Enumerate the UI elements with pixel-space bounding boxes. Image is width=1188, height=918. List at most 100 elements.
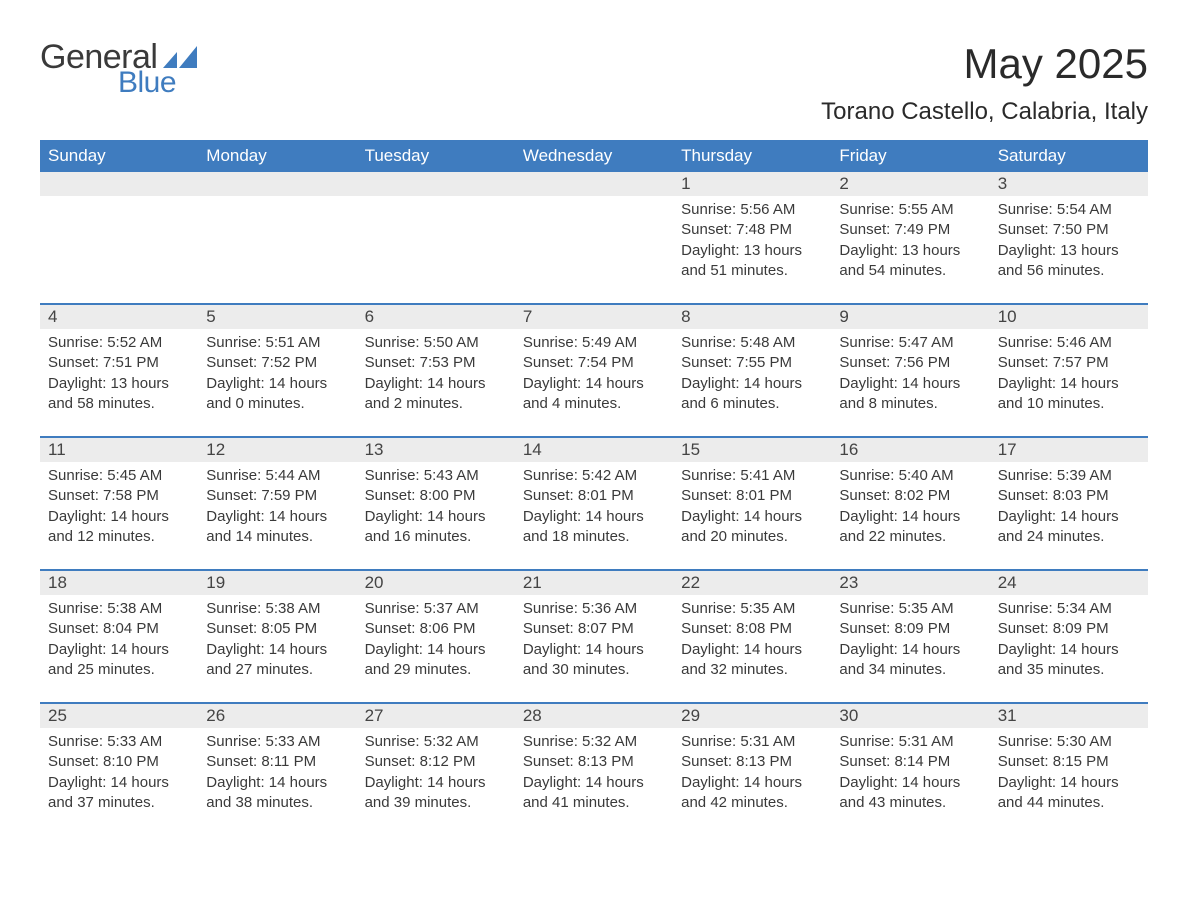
calendar-cell: 27Sunrise: 5:32 AMSunset: 8:12 PMDayligh… <box>357 704 515 836</box>
sunset-text: Sunset: 7:57 PM <box>998 353 1140 373</box>
day-body: Sunrise: 5:46 AMSunset: 7:57 PMDaylight:… <box>990 329 1148 422</box>
sunset-text: Sunset: 8:10 PM <box>48 752 190 772</box>
logo: General Blue <box>40 40 197 98</box>
calendar-cell <box>357 172 515 304</box>
daylight-text: Daylight: 14 hours and 22 minutes. <box>839 507 981 548</box>
daylight-text: Daylight: 14 hours and 8 minutes. <box>839 374 981 415</box>
sunrise-text: Sunrise: 5:31 AM <box>681 732 823 752</box>
sunrise-text: Sunrise: 5:44 AM <box>206 466 348 486</box>
day-number: 24 <box>990 571 1148 595</box>
calendar-cell: 28Sunrise: 5:32 AMSunset: 8:13 PMDayligh… <box>515 704 673 836</box>
day-number: 17 <box>990 438 1148 462</box>
day-number: 5 <box>198 305 356 329</box>
day-body: Sunrise: 5:39 AMSunset: 8:03 PMDaylight:… <box>990 462 1148 555</box>
day-number: 3 <box>990 172 1148 196</box>
day-body: Sunrise: 5:38 AMSunset: 8:05 PMDaylight:… <box>198 595 356 688</box>
day-body: Sunrise: 5:37 AMSunset: 8:06 PMDaylight:… <box>357 595 515 688</box>
day-number: 1 <box>673 172 831 196</box>
day-body: Sunrise: 5:44 AMSunset: 7:59 PMDaylight:… <box>198 462 356 555</box>
sunrise-text: Sunrise: 5:41 AM <box>681 466 823 486</box>
calendar-cell: 8Sunrise: 5:48 AMSunset: 7:55 PMDaylight… <box>673 305 831 437</box>
daylight-text: Daylight: 14 hours and 32 minutes. <box>681 640 823 681</box>
sunset-text: Sunset: 8:06 PM <box>365 619 507 639</box>
daylight-text: Daylight: 13 hours and 58 minutes. <box>48 374 190 415</box>
day-body: Sunrise: 5:41 AMSunset: 8:01 PMDaylight:… <box>673 462 831 555</box>
day-number: 19 <box>198 571 356 595</box>
day-body: Sunrise: 5:40 AMSunset: 8:02 PMDaylight:… <box>831 462 989 555</box>
daylight-text: Daylight: 14 hours and 0 minutes. <box>206 374 348 415</box>
sunset-text: Sunset: 8:08 PM <box>681 619 823 639</box>
calendar-table: Sunday Monday Tuesday Wednesday Thursday… <box>40 140 1148 836</box>
day-number-empty <box>198 172 356 196</box>
calendar-cell: 20Sunrise: 5:37 AMSunset: 8:06 PMDayligh… <box>357 571 515 703</box>
day-body: Sunrise: 5:35 AMSunset: 8:09 PMDaylight:… <box>831 595 989 688</box>
daylight-text: Daylight: 14 hours and 20 minutes. <box>681 507 823 548</box>
calendar-cell: 25Sunrise: 5:33 AMSunset: 8:10 PMDayligh… <box>40 704 198 836</box>
day-header: Friday <box>831 140 989 172</box>
calendar-cell <box>40 172 198 304</box>
sunset-text: Sunset: 7:50 PM <box>998 220 1140 240</box>
sunset-text: Sunset: 7:48 PM <box>681 220 823 240</box>
sunset-text: Sunset: 8:01 PM <box>681 486 823 506</box>
day-number: 27 <box>357 704 515 728</box>
calendar-week-row: 25Sunrise: 5:33 AMSunset: 8:10 PMDayligh… <box>40 704 1148 836</box>
sunrise-text: Sunrise: 5:36 AM <box>523 599 665 619</box>
sunrise-text: Sunrise: 5:52 AM <box>48 333 190 353</box>
daylight-text: Daylight: 14 hours and 10 minutes. <box>998 374 1140 415</box>
day-header: Saturday <box>990 140 1148 172</box>
sunset-text: Sunset: 7:52 PM <box>206 353 348 373</box>
day-number: 26 <box>198 704 356 728</box>
daylight-text: Daylight: 14 hours and 25 minutes. <box>48 640 190 681</box>
day-number: 10 <box>990 305 1148 329</box>
calendar-body: 1Sunrise: 5:56 AMSunset: 7:48 PMDaylight… <box>40 172 1148 836</box>
sunrise-text: Sunrise: 5:47 AM <box>839 333 981 353</box>
sunrise-text: Sunrise: 5:33 AM <box>48 732 190 752</box>
sunset-text: Sunset: 7:51 PM <box>48 353 190 373</box>
calendar-cell: 4Sunrise: 5:52 AMSunset: 7:51 PMDaylight… <box>40 305 198 437</box>
day-number: 25 <box>40 704 198 728</box>
day-header: Tuesday <box>357 140 515 172</box>
sunrise-text: Sunrise: 5:48 AM <box>681 333 823 353</box>
sunset-text: Sunset: 8:13 PM <box>523 752 665 772</box>
day-number: 18 <box>40 571 198 595</box>
calendar-cell: 26Sunrise: 5:33 AMSunset: 8:11 PMDayligh… <box>198 704 356 836</box>
day-number-empty <box>357 172 515 196</box>
calendar-cell: 10Sunrise: 5:46 AMSunset: 7:57 PMDayligh… <box>990 305 1148 437</box>
calendar-cell: 29Sunrise: 5:31 AMSunset: 8:13 PMDayligh… <box>673 704 831 836</box>
day-body: Sunrise: 5:45 AMSunset: 7:58 PMDaylight:… <box>40 462 198 555</box>
sunset-text: Sunset: 8:02 PM <box>839 486 981 506</box>
sunset-text: Sunset: 7:54 PM <box>523 353 665 373</box>
daylight-text: Daylight: 14 hours and 29 minutes. <box>365 640 507 681</box>
day-body-empty <box>40 196 198 276</box>
day-body: Sunrise: 5:35 AMSunset: 8:08 PMDaylight:… <box>673 595 831 688</box>
day-number: 16 <box>831 438 989 462</box>
daylight-text: Daylight: 14 hours and 4 minutes. <box>523 374 665 415</box>
day-body-empty <box>515 196 673 276</box>
day-body: Sunrise: 5:54 AMSunset: 7:50 PMDaylight:… <box>990 196 1148 289</box>
sunset-text: Sunset: 8:11 PM <box>206 752 348 772</box>
sunrise-text: Sunrise: 5:45 AM <box>48 466 190 486</box>
day-body: Sunrise: 5:36 AMSunset: 8:07 PMDaylight:… <box>515 595 673 688</box>
calendar-week-row: 11Sunrise: 5:45 AMSunset: 7:58 PMDayligh… <box>40 438 1148 570</box>
daylight-text: Daylight: 14 hours and 14 minutes. <box>206 507 348 548</box>
sunrise-text: Sunrise: 5:50 AM <box>365 333 507 353</box>
sunrise-text: Sunrise: 5:37 AM <box>365 599 507 619</box>
day-body: Sunrise: 5:43 AMSunset: 8:00 PMDaylight:… <box>357 462 515 555</box>
day-body: Sunrise: 5:34 AMSunset: 8:09 PMDaylight:… <box>990 595 1148 688</box>
calendar-cell: 5Sunrise: 5:51 AMSunset: 7:52 PMDaylight… <box>198 305 356 437</box>
sunrise-text: Sunrise: 5:49 AM <box>523 333 665 353</box>
day-body: Sunrise: 5:50 AMSunset: 7:53 PMDaylight:… <box>357 329 515 422</box>
day-body: Sunrise: 5:52 AMSunset: 7:51 PMDaylight:… <box>40 329 198 422</box>
daylight-text: Daylight: 13 hours and 56 minutes. <box>998 241 1140 282</box>
sunrise-text: Sunrise: 5:46 AM <box>998 333 1140 353</box>
day-body: Sunrise: 5:56 AMSunset: 7:48 PMDaylight:… <box>673 196 831 289</box>
day-body: Sunrise: 5:55 AMSunset: 7:49 PMDaylight:… <box>831 196 989 289</box>
day-number-empty <box>40 172 198 196</box>
sunset-text: Sunset: 7:53 PM <box>365 353 507 373</box>
day-number: 28 <box>515 704 673 728</box>
day-number: 8 <box>673 305 831 329</box>
calendar-cell: 19Sunrise: 5:38 AMSunset: 8:05 PMDayligh… <box>198 571 356 703</box>
month-title: May 2025 <box>821 40 1148 88</box>
sunset-text: Sunset: 8:13 PM <box>681 752 823 772</box>
day-body-empty <box>198 196 356 276</box>
